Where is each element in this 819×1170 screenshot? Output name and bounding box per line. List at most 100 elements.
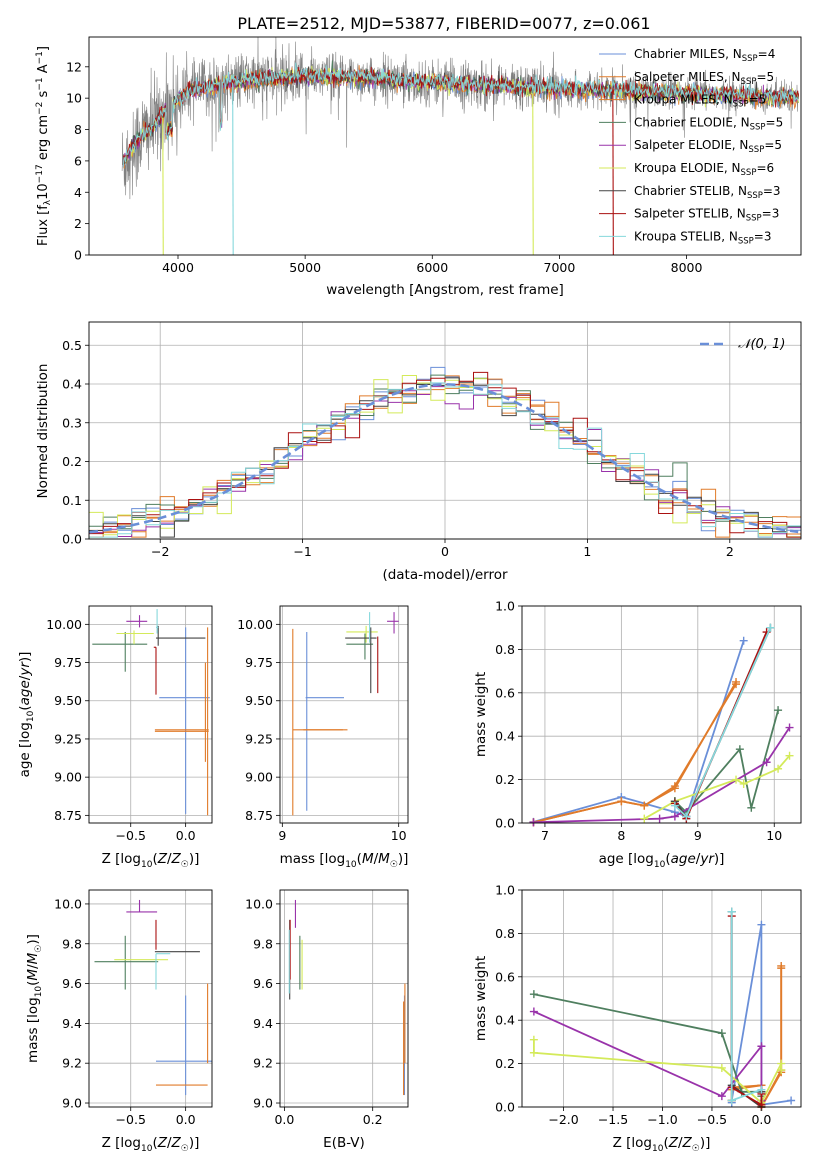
y-tick-label: 0.4	[495, 729, 515, 744]
model-spectrum-dip	[162, 113, 164, 255]
y-tick-label: 6	[74, 153, 82, 168]
weight-marker	[670, 812, 679, 821]
y-tick-label: 9.6	[62, 976, 82, 991]
y-tick-label: 10	[66, 91, 82, 106]
legend-label: Kroupa STELIB, NSSP=3	[634, 229, 772, 246]
x-tick-label: 7000	[544, 260, 576, 275]
weight-line	[533, 1010, 763, 1101]
x-axis-label: E(B-V)	[323, 1135, 365, 1151]
y-tick-label: 2	[74, 216, 82, 231]
x-axis-label: Z [log10(Z/Z☉)]	[102, 851, 200, 870]
weight-marker	[785, 723, 794, 732]
y-tick-label: 10.00	[237, 617, 273, 632]
weight-marker	[757, 1042, 766, 1051]
x-tick-label: −2	[151, 544, 169, 559]
weight-marker	[640, 801, 649, 810]
weight-marker	[774, 706, 783, 715]
x-tick-label: 0.0	[176, 1112, 196, 1127]
normal-curve	[89, 383, 799, 534]
x-tick-label: −1	[293, 544, 311, 559]
y-tick-label: 9.8	[253, 936, 273, 951]
weight-marker	[787, 1096, 796, 1105]
y-tick-label: 8	[74, 122, 82, 137]
legend-label: Salpeter ELODIE, NSSP=5	[634, 138, 782, 155]
x-axis-label: Z [log10(Z/Z☉)]	[102, 1135, 200, 1154]
y-tick-label: 0.2	[62, 454, 82, 469]
legend-label: Chabrier ELODIE, NSSP=5	[634, 115, 783, 132]
x-axis-label: wavelength [Angstrom, rest frame]	[326, 282, 564, 298]
weight-marker	[777, 1066, 786, 1075]
x-tick-label: 0.0	[751, 1112, 771, 1127]
legend-label: Chabrier STELIB, NSSP=3	[634, 184, 781, 201]
weight-marker	[670, 782, 679, 791]
axes-frame	[88, 321, 802, 540]
weight-marker	[735, 745, 744, 754]
weight-marker	[739, 779, 748, 788]
legend-label: Kroupa ELODIE, NSSP=6	[634, 161, 774, 178]
weight-marker	[529, 1048, 538, 1057]
x-tick-label: 0.2	[363, 1112, 383, 1127]
weight-marker	[727, 907, 736, 916]
x-tick-label: 0.0	[274, 1112, 294, 1127]
weight-marker	[640, 814, 649, 823]
mass-vs-extinction-panel: 0.0 0.2 9.0 9.2 9.4 9.6 9.8 10.0 E(B-V)	[245, 889, 409, 1151]
residual-histogram	[89, 366, 801, 538]
y-tick-label: 0.5	[62, 338, 82, 353]
y-tick-label: 1.0	[495, 883, 515, 898]
weight-marker	[777, 964, 786, 973]
weight-marker	[529, 990, 538, 999]
grid	[280, 890, 408, 1107]
weight-vs-metallicity-panel: −2.0 −1.5 −1.0 −0.5 0.0 0.0 0.2 0.4 0.6 0.8 1.0 Z […	[473, 883, 802, 1154]
weight-marker	[617, 797, 626, 806]
residual-histogram	[89, 382, 801, 538]
x-axis-label: age [log10(age/yr)]	[599, 851, 725, 870]
model-spectrum-dip	[612, 90, 614, 255]
x-axis-label: (data-model)/error	[382, 567, 508, 583]
x-tick-label: 6000	[416, 260, 448, 275]
model-spectrum-dip	[532, 87, 534, 255]
x-tick-label: 10	[391, 828, 407, 843]
y-axis-label: mass weight	[473, 672, 489, 757]
x-tick-label: 7	[541, 828, 549, 843]
weight-marker	[717, 1092, 726, 1101]
y-tick-label: 9.4	[253, 1016, 273, 1031]
y-axis-label: mass [log10(M/M☉)]	[25, 934, 44, 1063]
legend-label: 𝒩(0, 1)	[738, 337, 785, 352]
y-tick-label: 9.00	[245, 770, 273, 785]
y-axis-label: Normed distribution	[35, 364, 51, 499]
y-tick-label: 9.75	[245, 655, 273, 670]
y-tick-label: 9.0	[62, 1096, 82, 1111]
weight-marker	[682, 812, 691, 821]
y-tick-label: 0.3	[62, 415, 82, 430]
y-tick-label: 1.0	[495, 599, 515, 614]
residual-histogram	[89, 375, 801, 538]
x-tick-label: 10	[766, 828, 782, 843]
x-tick-label: 2	[726, 544, 734, 559]
weight-marker	[757, 1085, 766, 1094]
y-tick-label: 0.1	[62, 493, 82, 508]
y-tick-label: 8.75	[54, 808, 82, 823]
y-tick-label: 10.0	[245, 896, 273, 911]
y-tick-label: 9.50	[54, 693, 82, 708]
x-tick-label: 4000	[162, 260, 194, 275]
legend-label: Kroupa MILES, NSSP=5	[634, 93, 766, 110]
residuals-panel: −2 −1 0 1 2 0.0 0.1 0.2 0.3 0.4 0.5 𝒩(0, 1) (data-mo…	[35, 321, 802, 583]
weight-marker	[747, 803, 756, 812]
x-tick-label: −1.5	[598, 1112, 628, 1127]
y-axis-label: mass weight	[473, 956, 489, 1041]
y-tick-label: 0.6	[495, 969, 515, 984]
weight-marker	[529, 818, 538, 827]
x-tick-label: 0.0	[176, 828, 196, 843]
axes-frame	[88, 889, 213, 1108]
weight-line	[674, 631, 768, 821]
axes-frame	[521, 605, 802, 824]
y-tick-label: 9.00	[54, 770, 82, 785]
y-tick-label: 9.8	[62, 936, 82, 951]
y-tick-label: 9.6	[253, 976, 273, 991]
y-tick-label: 9.2	[62, 1056, 82, 1071]
weight-vs-age-panel: 7 8 9 10 0.0 0.2 0.4 0.6 0.8 1.0 age [log10(age/yr…	[473, 599, 802, 870]
y-tick-label: 0.0	[62, 532, 82, 547]
y-axis-label: Flux [fλ10−17 erg cm−2 s−1 A−1]	[35, 46, 53, 246]
axes-frame	[279, 889, 409, 1108]
